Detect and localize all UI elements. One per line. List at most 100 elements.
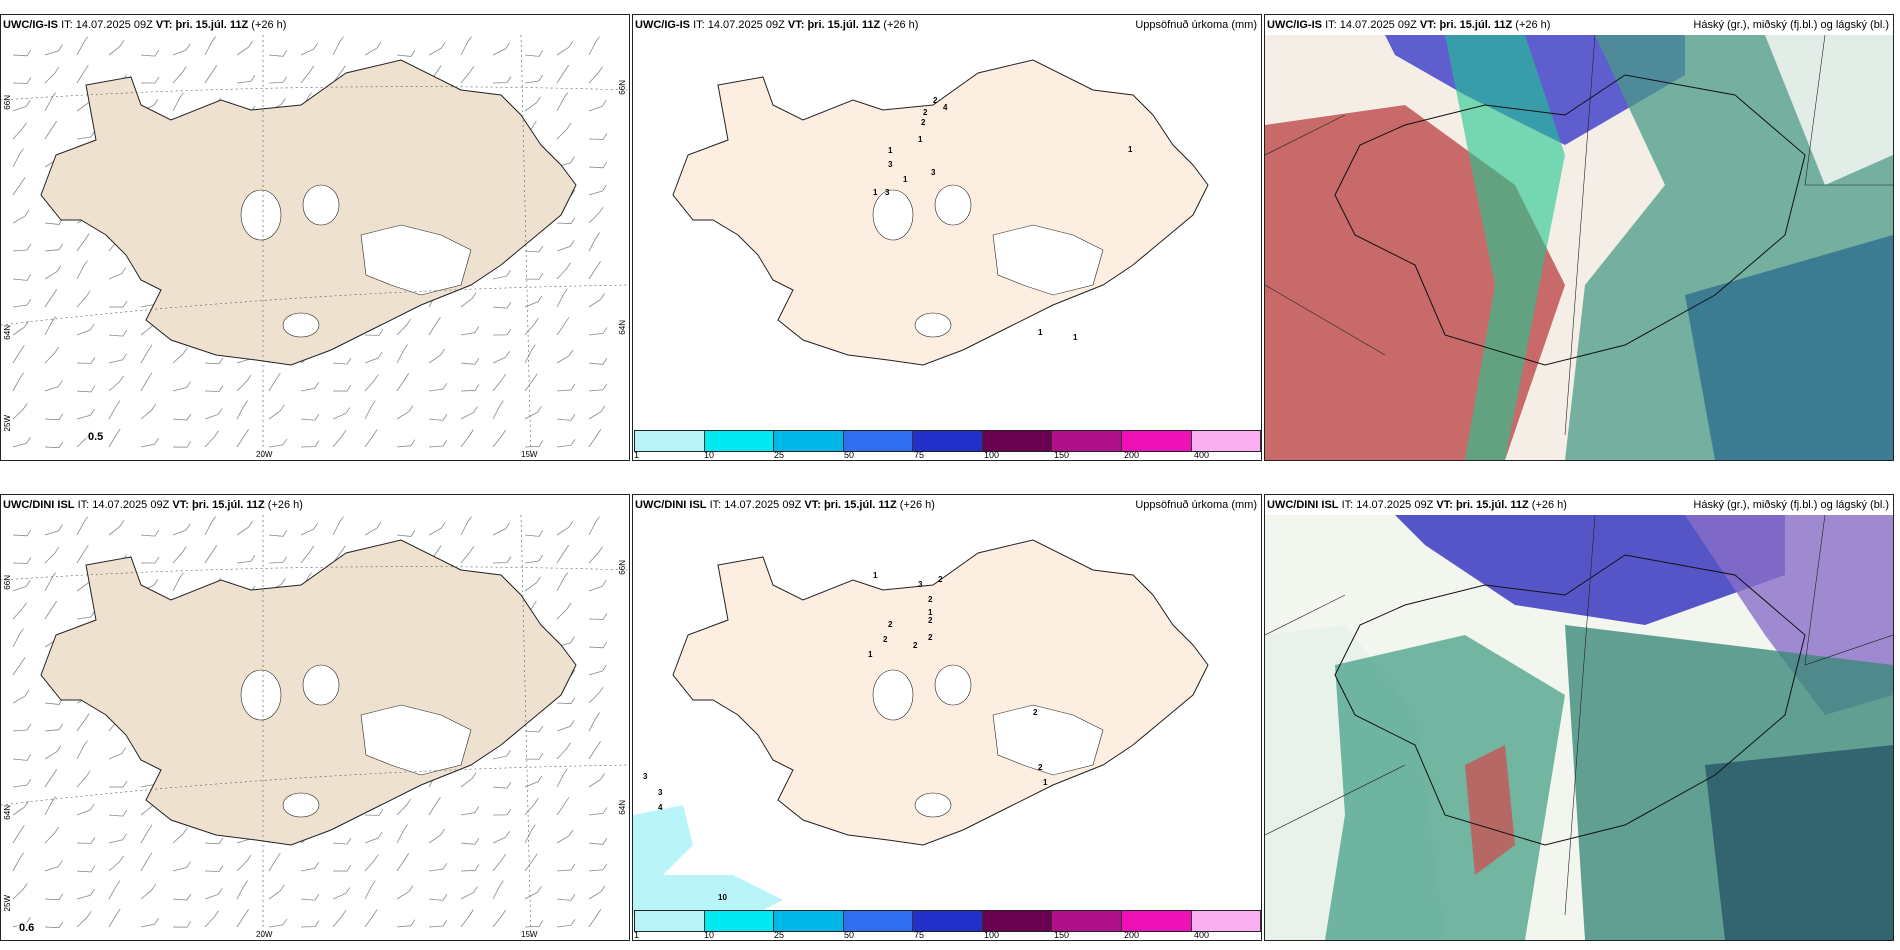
wind-barb bbox=[556, 349, 574, 364]
wind-barb bbox=[108, 400, 121, 420]
precip-amount-label: 1 bbox=[1128, 145, 1133, 154]
wind-barb bbox=[236, 555, 256, 564]
wind-barb bbox=[44, 546, 60, 564]
wind-barb bbox=[300, 894, 320, 901]
wind-barb bbox=[332, 887, 351, 900]
wind-barb bbox=[428, 382, 448, 392]
glaciers bbox=[872, 184, 1104, 338]
wind-barb bbox=[172, 893, 192, 901]
legend-swatch bbox=[774, 911, 844, 931]
wind-barb bbox=[44, 769, 58, 788]
wind-barb bbox=[588, 293, 606, 308]
precip-amount-label: 2 bbox=[923, 108, 928, 117]
wind-barb bbox=[140, 403, 157, 420]
wind-barb bbox=[300, 42, 319, 56]
legend-swatch bbox=[635, 911, 705, 931]
precip-title: Uppsöfnuð úrkoma (mm) bbox=[1135, 19, 1257, 31]
wind-barb bbox=[236, 374, 252, 392]
precip-amount-label: 2 bbox=[938, 575, 943, 584]
wind-barb bbox=[396, 919, 416, 928]
wind-barb bbox=[492, 830, 511, 844]
wind-barb bbox=[588, 838, 608, 845]
wind-barb bbox=[12, 122, 27, 140]
wind-barb bbox=[204, 357, 224, 365]
wind-barb bbox=[204, 888, 223, 900]
legend-swatch bbox=[913, 911, 983, 931]
wind-barb bbox=[300, 440, 320, 448]
wind-barb bbox=[588, 686, 604, 704]
precip-panel-top: UWC/IG-IS IT: 14.07.2025 09Z VT: þri. 15… bbox=[632, 14, 1262, 461]
wind-barb bbox=[108, 329, 128, 337]
wind-barb bbox=[172, 440, 192, 448]
wind-barb bbox=[44, 44, 63, 56]
legend-swatch bbox=[843, 431, 914, 451]
wind-barb bbox=[204, 385, 224, 392]
wind-barb bbox=[332, 545, 346, 564]
wind-barb bbox=[300, 65, 315, 84]
legend-swatch bbox=[1052, 431, 1122, 451]
wind-barb bbox=[588, 885, 606, 900]
wind-barb bbox=[428, 439, 448, 448]
wind-barb bbox=[556, 602, 572, 620]
wind-barb bbox=[236, 400, 248, 420]
wind-barb bbox=[364, 809, 384, 816]
precip-amount-label: 3 bbox=[931, 168, 936, 177]
wind-barb bbox=[492, 808, 512, 816]
precip-amount-label: 2 bbox=[1038, 763, 1043, 772]
wind-barb bbox=[460, 838, 480, 845]
wind-barb bbox=[460, 909, 474, 928]
wind-barb bbox=[12, 274, 32, 281]
legend-tick: 400 bbox=[1194, 450, 1210, 460]
wind-barb bbox=[12, 100, 31, 112]
legend-tick: 50 bbox=[844, 450, 855, 460]
glaciers bbox=[872, 664, 1104, 818]
wind-barb bbox=[364, 854, 379, 872]
wind-barb bbox=[12, 723, 32, 732]
lat-label-66n-right: 66N bbox=[618, 80, 627, 95]
wind-barb bbox=[396, 373, 410, 392]
wind-barb bbox=[588, 161, 608, 169]
wind-barb bbox=[588, 741, 601, 760]
wind-barb bbox=[556, 122, 572, 140]
wind-barb bbox=[428, 894, 448, 901]
wind-barb bbox=[140, 883, 157, 900]
wind-barb bbox=[300, 862, 320, 872]
legend-tick: 25 bbox=[774, 450, 785, 460]
wind-barb bbox=[204, 545, 218, 564]
wind-barb bbox=[300, 382, 320, 392]
lat-label-64n: 64N bbox=[3, 805, 12, 820]
wind-barb bbox=[428, 316, 441, 336]
wind-barb bbox=[12, 529, 32, 537]
wind-barb bbox=[300, 414, 320, 421]
wind-barb bbox=[524, 96, 541, 112]
wind-barb bbox=[12, 689, 30, 704]
wind-barb bbox=[492, 269, 512, 280]
wind-barb bbox=[76, 130, 96, 140]
wind-barb bbox=[108, 747, 127, 760]
wind-barb bbox=[76, 323, 95, 336]
wind-barb bbox=[524, 920, 544, 928]
wind-barb bbox=[12, 372, 24, 392]
wind-panel-bottom: UWC/DINI ISL IT: 14.07.2025 09Z VT: þri.… bbox=[0, 494, 630, 941]
wind-barb bbox=[44, 921, 64, 929]
wind-barb bbox=[76, 837, 96, 844]
wind-barb bbox=[588, 807, 608, 816]
wind-barb bbox=[332, 516, 344, 536]
legend-tick: 10 bbox=[704, 930, 715, 940]
wind-barb bbox=[524, 886, 542, 900]
legend-tick: 25 bbox=[774, 930, 785, 940]
wind-barb bbox=[556, 829, 574, 844]
legend-tick: 75 bbox=[914, 450, 925, 460]
wind-barb bbox=[44, 893, 64, 901]
lat-label-66n-right: 66N bbox=[618, 560, 627, 575]
precip-amount-label: 1 bbox=[903, 175, 908, 184]
legend-tick: 75 bbox=[914, 930, 925, 940]
wind-barb bbox=[236, 909, 249, 928]
wind-barb bbox=[364, 521, 382, 536]
wind-barb bbox=[524, 318, 539, 336]
lon-label-25w: 25W bbox=[3, 895, 12, 912]
precip-amount-label: 2 bbox=[928, 633, 933, 642]
wind-barb bbox=[396, 50, 416, 57]
wind-barb bbox=[524, 775, 543, 788]
wind-barb bbox=[460, 36, 472, 56]
